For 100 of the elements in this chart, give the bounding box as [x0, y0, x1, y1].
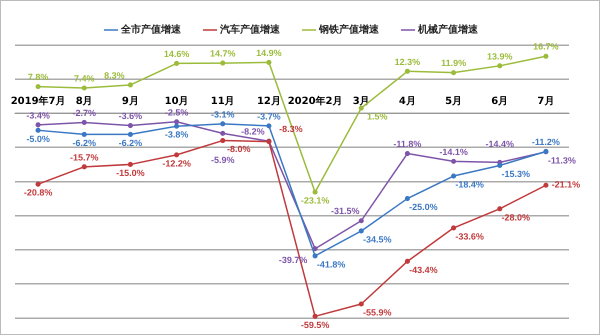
data-label: -25.0% [409, 202, 438, 212]
data-label: 14.7% [210, 48, 236, 59]
data-label: -15.0% [116, 168, 145, 178]
point [312, 253, 318, 258]
point [174, 152, 180, 158]
point [36, 128, 41, 133]
point [82, 85, 87, 91]
point [404, 68, 410, 74]
data-label: -15.3% [501, 168, 530, 179]
data-label: 1.5% [366, 112, 388, 122]
x-tick-label: 2020年2月 [288, 94, 342, 107]
x-tick-label: 4月 [398, 96, 416, 107]
x-tick-label: 6月 [491, 96, 508, 107]
point [543, 182, 548, 188]
legend-label: 钢铁产值增速 [318, 24, 380, 36]
data-label: 7.4% [74, 73, 95, 84]
point [174, 119, 180, 124]
legend-label: 全市产值增速 [120, 24, 182, 36]
point [358, 106, 364, 111]
x-tick-label: 5月 [445, 96, 462, 107]
legend-label: 机械产值增速 [417, 24, 479, 36]
data-label: -15.7% [70, 152, 99, 162]
data-label: 16.7% [533, 42, 559, 52]
data-label: -8.0% [226, 144, 251, 154]
point [128, 82, 133, 88]
point [404, 196, 410, 202]
data-label: 8.3% [104, 70, 125, 80]
data-label: 13.9% [486, 51, 513, 62]
point [312, 246, 318, 252]
data-label: 7.8% [28, 72, 48, 82]
data-label: -43.4% [409, 264, 438, 275]
point [451, 225, 456, 230]
data-label: -5.9% [210, 154, 235, 165]
point [220, 130, 226, 136]
point [36, 122, 41, 128]
data-label: -28.0% [501, 212, 530, 222]
x-tick-label: 2019年7月 [10, 94, 66, 107]
point [543, 54, 548, 59]
point [36, 84, 41, 90]
point [451, 173, 456, 179]
data-label: -12.2% [162, 158, 191, 168]
data-label: -55.9% [362, 307, 392, 318]
data-label: -3.1% [210, 109, 235, 120]
data-label: 14.9% [256, 48, 282, 58]
point [266, 60, 272, 65]
point [358, 218, 364, 224]
data-label: -59.5% [300, 320, 330, 330]
data-label: -14.1% [439, 146, 468, 157]
data-label: 14.6% [164, 48, 190, 59]
data-label: -11.3% [548, 155, 576, 166]
data-label: -3.8% [164, 130, 188, 140]
x-tick-label: 8月 [76, 96, 93, 107]
x-tick-label: 9月 [122, 96, 139, 107]
point [220, 121, 226, 126]
point [220, 138, 226, 144]
point [451, 70, 456, 76]
point [220, 60, 226, 66]
point [358, 228, 364, 234]
point [497, 162, 502, 168]
point [312, 190, 318, 195]
data-label: -41.8% [316, 259, 346, 270]
data-label: -20.8% [24, 188, 52, 198]
x-tick-label: 10月 [164, 96, 189, 107]
data-label: -3.6% [118, 111, 142, 122]
x-tick-label: 12月 [256, 96, 281, 107]
data-label: -11.2% [532, 136, 560, 147]
point [266, 123, 272, 128]
point [128, 162, 133, 167]
data-label: -34.5% [362, 234, 392, 244]
point [451, 158, 456, 164]
point [82, 132, 87, 137]
point [312, 314, 318, 319]
x-tick-label: 11月 [210, 96, 235, 107]
point [174, 60, 180, 66]
point [497, 63, 502, 68]
data-label: -6.2% [72, 138, 96, 148]
data-label: -8.2% [241, 126, 265, 137]
data-label: -3.7% [257, 111, 281, 122]
point [404, 150, 410, 156]
point [497, 206, 502, 212]
point [358, 301, 364, 307]
data-label: 11.9% [441, 58, 466, 68]
point [36, 182, 41, 187]
point [174, 124, 180, 129]
data-label: 12.3% [394, 56, 420, 67]
x-tick-label: 7月 [537, 96, 554, 107]
point [404, 258, 410, 264]
data-label: -21.1% [552, 180, 580, 190]
data-label: -31.5% [330, 206, 360, 216]
data-label: -5.0% [26, 134, 50, 144]
point [128, 132, 133, 137]
data-label: -18.4% [455, 180, 484, 190]
data-label: -14.4% [485, 138, 514, 149]
data-label: -33.6% [455, 231, 484, 242]
data-label: -23.1% [300, 196, 330, 206]
point [82, 120, 87, 126]
legend-label: 汽车产值增速 [219, 24, 281, 36]
point [82, 164, 87, 170]
data-label: -11.8% [393, 139, 422, 149]
point [128, 122, 133, 128]
